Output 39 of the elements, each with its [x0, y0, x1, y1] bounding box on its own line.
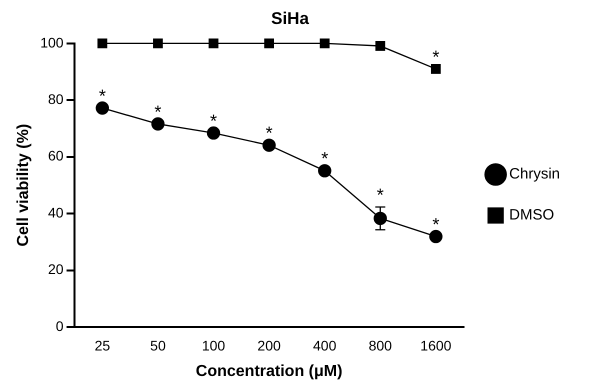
- y-axis-title: Cell viability (%): [15, 124, 32, 247]
- annotation: *: [266, 123, 273, 144]
- annotation: *: [154, 102, 162, 122]
- x-tick-label: 50: [150, 337, 166, 354]
- point: [153, 38, 163, 48]
- x-tick-label: 400: [313, 337, 337, 354]
- point: [320, 38, 330, 48]
- x-tick-label: 200: [257, 337, 281, 354]
- point: [429, 230, 443, 244]
- x-axis-title: Concentration (μM): [196, 362, 342, 380]
- y-tick-label: 0: [56, 318, 64, 334]
- point: [430, 64, 441, 74]
- x-tick-label: 25: [94, 337, 110, 354]
- point: [96, 101, 109, 115]
- y-tick-label: 20: [48, 261, 64, 278]
- point: [375, 41, 386, 51]
- x-tick-label: 800: [368, 337, 392, 354]
- chart-title: SiHa: [271, 8, 310, 28]
- annotation: *: [210, 111, 218, 132]
- x-tick-label: 100: [202, 337, 226, 354]
- point: [208, 38, 218, 48]
- point: [318, 164, 332, 178]
- annotation: *: [376, 185, 384, 206]
- point: [262, 138, 276, 152]
- annotation: *: [321, 148, 328, 169]
- x-tick-label: 1600: [420, 337, 452, 354]
- point: [151, 117, 165, 131]
- y-tick-label: 100: [40, 34, 64, 50]
- legend-label: Chrysin: [509, 166, 560, 183]
- annotation: *: [432, 46, 440, 67]
- y-tick-label: 80: [48, 90, 64, 107]
- legend-label: DMSO: [509, 206, 554, 224]
- annotation: *: [98, 86, 106, 106]
- y-tick-label: 60: [48, 148, 64, 164]
- y-tick-label: 40: [48, 204, 64, 220]
- point: [264, 38, 274, 48]
- annotation: *: [432, 214, 440, 235]
- point: [97, 38, 108, 48]
- point: [206, 126, 220, 140]
